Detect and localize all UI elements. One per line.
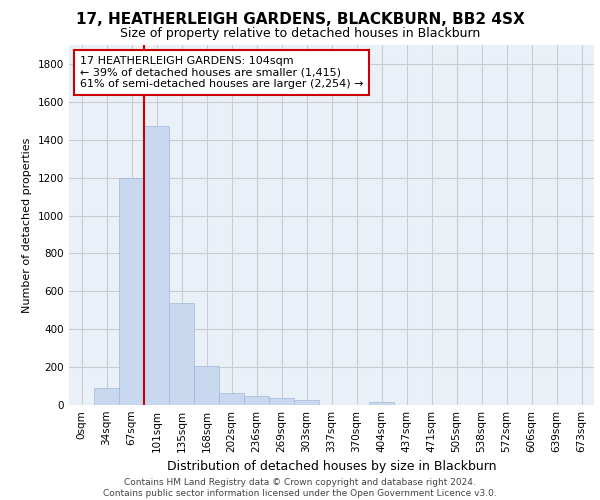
Bar bbox=[169, 302, 194, 405]
Bar bbox=[119, 178, 144, 405]
Bar bbox=[269, 398, 294, 405]
X-axis label: Distribution of detached houses by size in Blackburn: Distribution of detached houses by size … bbox=[167, 460, 496, 473]
Text: 17 HEATHERLEIGH GARDENS: 104sqm
← 39% of detached houses are smaller (1,415)
61%: 17 HEATHERLEIGH GARDENS: 104sqm ← 39% of… bbox=[79, 56, 363, 89]
Text: Contains HM Land Registry data © Crown copyright and database right 2024.
Contai: Contains HM Land Registry data © Crown c… bbox=[103, 478, 497, 498]
Text: Size of property relative to detached houses in Blackburn: Size of property relative to detached ho… bbox=[120, 28, 480, 40]
Text: 17, HEATHERLEIGH GARDENS, BLACKBURN, BB2 4SX: 17, HEATHERLEIGH GARDENS, BLACKBURN, BB2… bbox=[76, 12, 524, 28]
Bar bbox=[219, 392, 244, 405]
Bar bbox=[369, 402, 394, 405]
Bar bbox=[194, 366, 219, 405]
Bar bbox=[244, 396, 269, 405]
Bar bbox=[144, 126, 169, 405]
Bar bbox=[294, 400, 319, 405]
Bar bbox=[94, 388, 119, 405]
Y-axis label: Number of detached properties: Number of detached properties bbox=[22, 138, 32, 312]
